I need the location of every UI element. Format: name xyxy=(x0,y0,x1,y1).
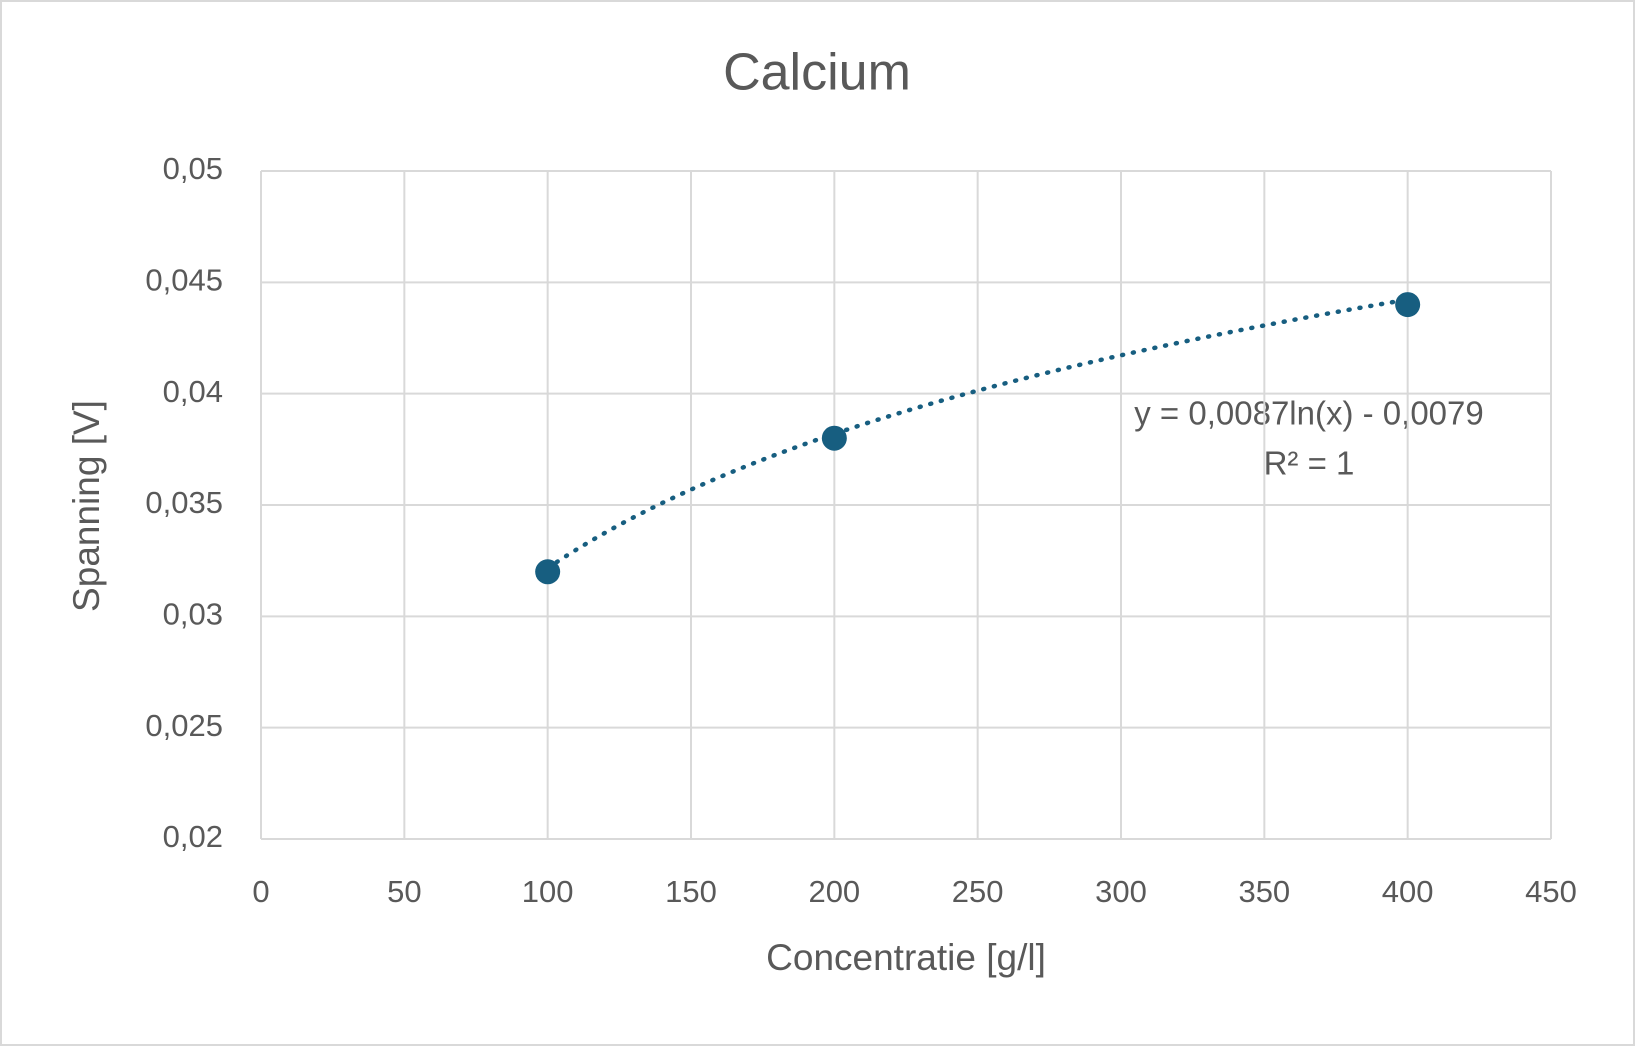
y-tick-label: 0,03 xyxy=(163,597,223,632)
x-tick-label: 100 xyxy=(522,874,574,909)
y-tick-label: 0,05 xyxy=(163,151,223,186)
x-tick-label: 0 xyxy=(252,874,269,909)
y-tick-label: 0,045 xyxy=(145,263,223,298)
x-tick-label: 50 xyxy=(387,874,421,909)
y-tick-label: 0,04 xyxy=(163,374,223,409)
data-point xyxy=(535,559,561,585)
x-axis-title: Concentratie [g/l] xyxy=(766,937,1046,978)
y-tick-label: 0,035 xyxy=(145,485,223,520)
x-tick-label: 350 xyxy=(1238,874,1290,909)
trendline-equation: y = 0,0087ln(x) - 0,0079 xyxy=(1134,395,1483,432)
x-tick-label: 150 xyxy=(665,874,717,909)
data-point xyxy=(821,425,847,451)
y-tick-label: 0,02 xyxy=(163,819,223,854)
x-tick-label: 300 xyxy=(1095,874,1147,909)
trendline xyxy=(545,297,1410,571)
x-tick-label: 250 xyxy=(952,874,1004,909)
x-tick-label: 400 xyxy=(1382,874,1434,909)
x-tick-label: 450 xyxy=(1525,874,1577,909)
chart-title: Calcium xyxy=(723,44,911,102)
y-axis-title: Spanning [V] xyxy=(66,400,107,612)
y-tick-label: 0,025 xyxy=(145,708,223,743)
data-point xyxy=(1395,292,1421,318)
x-tick-label: 200 xyxy=(808,874,860,909)
trendline-r-squared: R² = 1 xyxy=(1264,445,1355,482)
